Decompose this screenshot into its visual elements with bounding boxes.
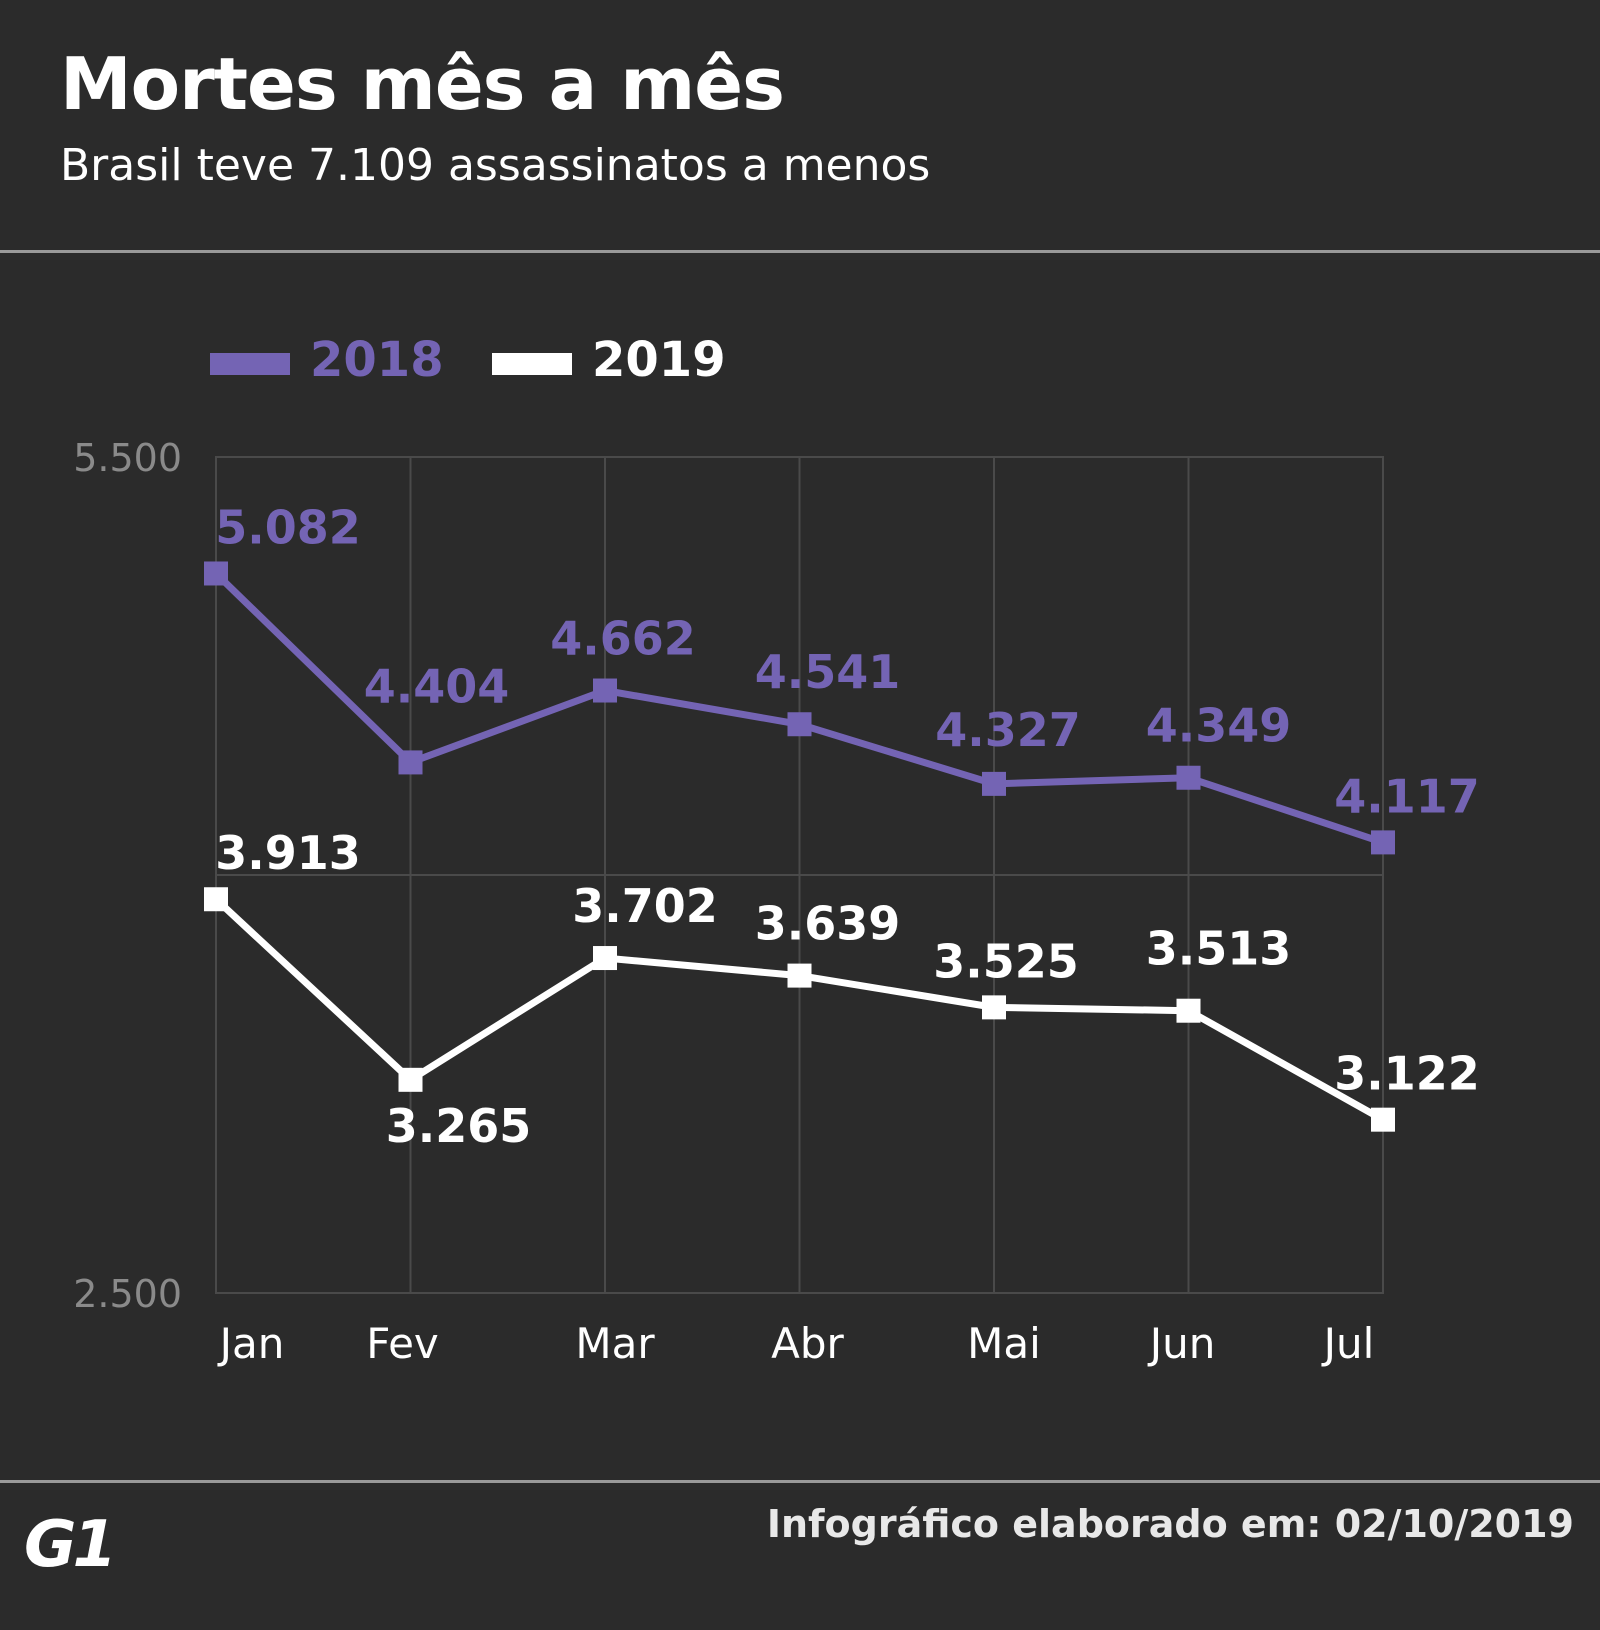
- legend-swatch-2018: [210, 353, 290, 375]
- data-label-2019: 3.122: [1334, 1047, 1480, 1101]
- x-tick-label: Mar: [575, 1319, 655, 1368]
- credit-note: Infográfico elaborado em: 02/10/2019: [766, 1502, 1574, 1546]
- data-label-2018: 4.404: [364, 659, 510, 713]
- data-point-2019: [593, 946, 617, 971]
- x-tick-label: Jan: [217, 1319, 285, 1368]
- data-label-2018: 4.117: [1334, 769, 1480, 823]
- data-point-2018: [1176, 765, 1201, 790]
- data-point-2019: [1371, 1107, 1395, 1132]
- x-tick-label: Jun: [1147, 1319, 1216, 1368]
- data-point-2018: [1371, 830, 1395, 855]
- data-point-2018: [593, 678, 617, 703]
- data-label-2019: 3.513: [1146, 922, 1292, 976]
- data-point-2019: [398, 1067, 423, 1092]
- data-label-2018: 4.349: [1146, 699, 1292, 753]
- x-tick-label: Abr: [771, 1319, 844, 1368]
- data-label-2018: 4.662: [550, 612, 696, 666]
- chart-subtitle: Brasil teve 7.109 assassinatos a menos: [60, 140, 931, 191]
- chart-title: Mortes mês a mês: [60, 42, 785, 126]
- legend-label-2018: 2018: [310, 332, 444, 388]
- footer-divider: [0, 1480, 1600, 1483]
- legend-swatch-2019: [492, 353, 572, 375]
- header-divider: [0, 250, 1600, 253]
- data-label-2018: 4.541: [755, 645, 901, 699]
- y-tick-label: 2.500: [73, 1272, 182, 1316]
- data-label-2019: 3.702: [572, 879, 718, 933]
- data-point-2019: [982, 995, 1006, 1020]
- data-point-2019: [1176, 998, 1201, 1023]
- data-point-2018: [982, 771, 1006, 796]
- data-label-2018: 5.082: [215, 500, 361, 554]
- line-chart: 2.500 5.500 Jan Fev Mar Abr Mai Jun Jul 2018 2019 5…: [73, 332, 1480, 1368]
- data-label-2019: 3.265: [386, 1099, 532, 1153]
- y-tick-label: 5.500: [73, 436, 182, 480]
- data-label-2019: 3.639: [755, 897, 901, 951]
- x-tick-label: Fev: [366, 1319, 439, 1368]
- legend-label-2019: 2019: [592, 332, 726, 388]
- data-point-2018: [398, 750, 423, 775]
- data-label-2018: 4.327: [935, 703, 1081, 757]
- data-point-2019: [204, 887, 228, 912]
- data-point-2018: [787, 712, 812, 737]
- data-point-2018: [204, 561, 228, 586]
- x-tick-label: Jul: [1321, 1319, 1375, 1368]
- x-tick-label: Mai: [967, 1319, 1041, 1368]
- data-label-2019: 3.525: [933, 934, 1079, 988]
- data-point-2019: [787, 963, 812, 988]
- g1-logo: G1: [24, 1508, 117, 1582]
- data-label-2019: 3.913: [215, 826, 361, 880]
